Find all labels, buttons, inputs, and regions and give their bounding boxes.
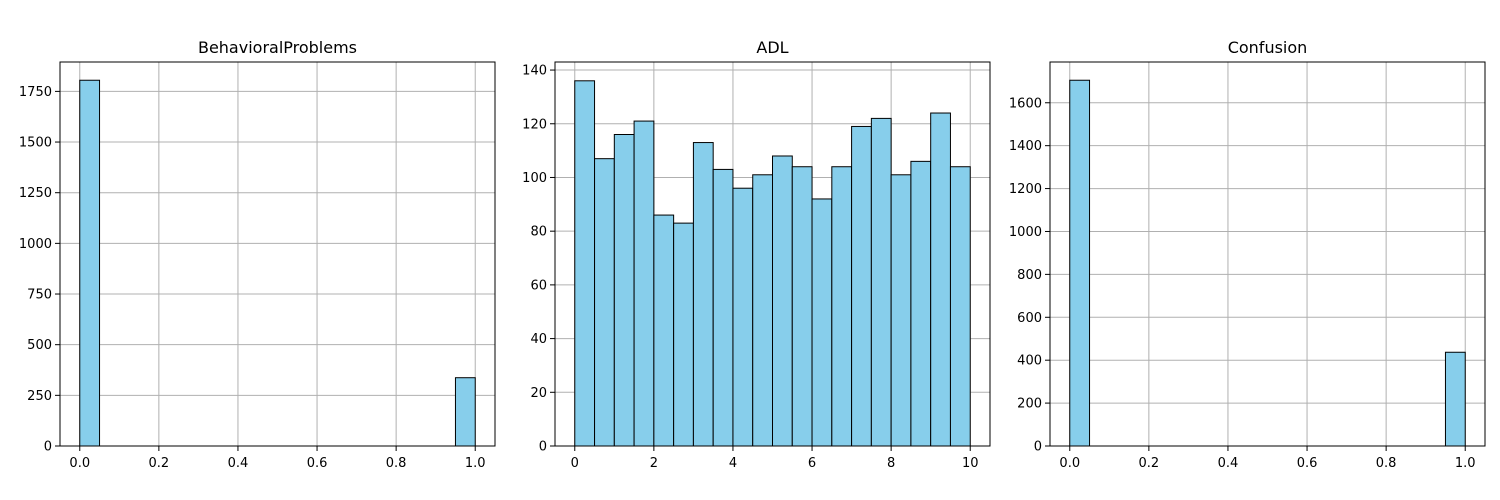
- histogram-bar: [870, 117, 892, 447]
- histogram-bar: [1444, 351, 1466, 447]
- y-tick-label: 120: [522, 117, 547, 132]
- chart-title: Confusion: [1228, 38, 1308, 57]
- chart-title: ADL: [756, 38, 788, 57]
- x-tick-label: 0.8: [386, 456, 407, 471]
- axes-frame: [554, 61, 991, 447]
- histogram-bar: [752, 174, 774, 447]
- y-tick-label: 250: [27, 389, 52, 404]
- x-tick-label: 2: [650, 456, 658, 471]
- y-tick-label: 1500: [19, 136, 52, 151]
- y-tick-label: 400: [1017, 354, 1042, 369]
- histogram-bar: [732, 187, 754, 447]
- x-tick-label: 0.2: [149, 456, 170, 471]
- y-tick-label: 0: [1034, 440, 1042, 455]
- y-tick-label: 1000: [1009, 225, 1042, 240]
- x-tick-label: 0: [571, 456, 579, 471]
- histogram-bar: [633, 120, 655, 447]
- y-tick-label: 1000: [19, 237, 52, 252]
- histogram-bar: [712, 168, 734, 447]
- histogram-bar: [851, 125, 872, 447]
- x-tick-label: 0.4: [228, 456, 249, 471]
- histogram-bar: [594, 158, 615, 447]
- axes-frame: [1049, 61, 1486, 447]
- y-tick-label: 1750: [19, 85, 52, 100]
- x-tick-label: 0.6: [1297, 456, 1318, 471]
- histogram-bar: [791, 166, 813, 447]
- chart-panel-behavioralproblems: 0.0 0.2 0.4 0.6 0.8 1.0 0 250 500 750 1000 1250 1500…: [19, 38, 496, 471]
- histogram-bar: [930, 112, 951, 447]
- histogram-bar: [890, 174, 912, 447]
- y-tick-label: 1600: [1009, 96, 1042, 111]
- x-tick-label: 0.6: [307, 456, 328, 471]
- y-tick-label: 60: [530, 278, 547, 293]
- axes-frame: [59, 61, 496, 447]
- x-tick-label: 0.8: [1376, 456, 1397, 471]
- x-tick-label: 10: [962, 456, 979, 471]
- y-tick-label: 140: [522, 64, 547, 79]
- histogram-bar: [831, 166, 853, 447]
- y-tick-label: 0: [44, 440, 52, 455]
- histogram-bar: [673, 222, 694, 447]
- x-tick-label: 1.0: [1455, 456, 1476, 471]
- y-tick-label: 40: [530, 332, 547, 347]
- y-tick-label: 800: [1017, 268, 1042, 283]
- histogram-bar: [613, 134, 635, 447]
- y-tick-label: 80: [530, 225, 547, 240]
- y-tick-label: 100: [522, 171, 547, 186]
- histogram-bar: [454, 377, 476, 447]
- histogram-bar: [653, 214, 675, 447]
- histogram-bar: [692, 142, 714, 447]
- histogram-bar: [772, 155, 793, 447]
- y-tick-label: 1400: [1009, 139, 1042, 154]
- histogram-bar: [811, 198, 833, 447]
- x-tick-label: 0.4: [1218, 456, 1239, 471]
- y-tick-label: 1250: [19, 186, 52, 201]
- x-tick-label: 6: [808, 456, 816, 471]
- chart-title: BehavioralProblems: [198, 38, 357, 57]
- histogram-bar: [949, 166, 971, 447]
- histogram-bar: [1069, 79, 1091, 447]
- y-tick-label: 20: [530, 386, 547, 401]
- y-tick-label: 500: [27, 338, 52, 353]
- histogram-bar: [910, 160, 932, 447]
- x-tick-label: 0.0: [1059, 456, 1080, 471]
- y-tick-label: 600: [1017, 311, 1042, 326]
- y-tick-label: 750: [27, 288, 52, 303]
- y-tick-label: 1200: [1009, 182, 1042, 197]
- chart-panel-confusion: 0.0 0.2 0.4 0.6 0.8 1.0 0 200 400 600 800 1000 1200 1…: [1009, 38, 1486, 471]
- x-tick-label: 4: [729, 456, 737, 471]
- histogram-bar: [79, 79, 101, 447]
- x-tick-label: 8: [887, 456, 895, 471]
- x-tick-label: 1.0: [465, 456, 486, 471]
- x-tick-label: 0.2: [1139, 456, 1160, 471]
- x-tick-label: 0.0: [69, 456, 90, 471]
- y-tick-label: 0: [539, 440, 547, 455]
- histogram-bar: [574, 80, 596, 447]
- y-tick-label: 200: [1017, 397, 1042, 412]
